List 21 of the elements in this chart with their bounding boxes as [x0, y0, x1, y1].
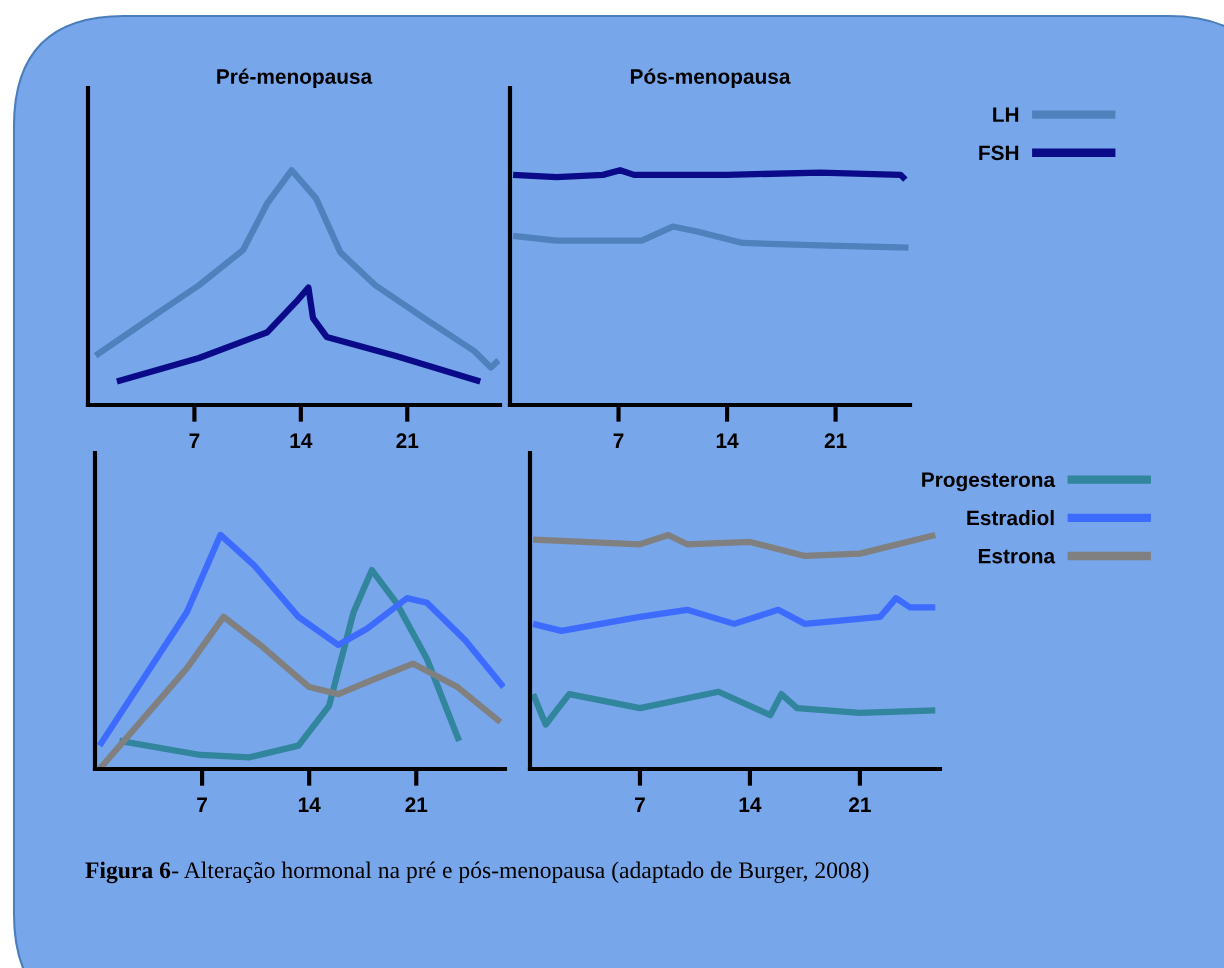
legend-label: Estradiol	[967, 510, 1054, 526]
chart-title: Pós-menopausa	[630, 68, 791, 88]
x-tick-label: 14	[739, 797, 762, 812]
legend-label: FSH	[979, 145, 1019, 161]
x-tick-label: 7	[613, 433, 624, 448]
legend-label: LH	[993, 107, 1019, 122]
x-tick-label: 21	[849, 797, 871, 812]
legend-label: Estrona	[978, 548, 1056, 564]
legend-label: Progesterona	[922, 472, 1056, 492]
x-tick-label: 14	[298, 797, 321, 812]
x-tick-label: 14	[290, 433, 313, 448]
chart-title: Pré-menopausa	[217, 68, 373, 88]
x-tick-label: 21	[396, 433, 419, 448]
x-tick-label: 7	[635, 797, 645, 812]
x-tick-label: 21	[824, 433, 847, 448]
x-tick-label: 7	[189, 433, 200, 448]
text: Figura 6	[85, 861, 171, 884]
x-tick-label: 21	[405, 797, 428, 812]
text: - Alteração hormonal na pré e pós-menopausa (adaptado de Burger, 2008)	[172, 861, 869, 884]
x-tick-label: 14	[716, 433, 739, 448]
x-tick-label: 7	[197, 797, 207, 812]
